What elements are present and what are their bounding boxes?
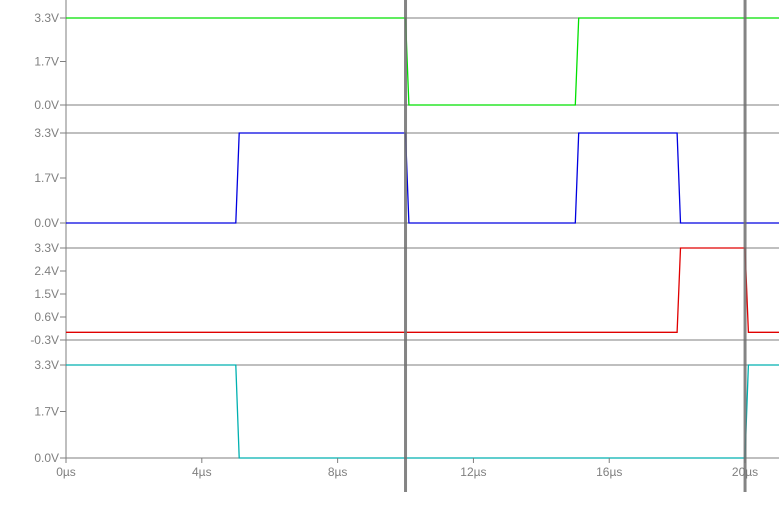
- y-tick-label: 1.7V: [34, 55, 59, 69]
- x-tick-label: 16µs: [596, 465, 622, 479]
- y-tick-label: 0.0V: [34, 451, 59, 465]
- y-tick-label: 1.7V: [34, 405, 59, 419]
- y-tick-label: 3.3V: [34, 11, 59, 25]
- waveform-trace-2: [66, 132, 779, 224]
- y-tick-label: 3.3V: [34, 126, 59, 140]
- y-tick-label: 0.0V: [34, 216, 59, 230]
- waveform-trace-4: [66, 364, 779, 459]
- waveform-trace-1: [66, 17, 779, 106]
- y-tick-label: -0.3V: [30, 333, 59, 347]
- waveform-trace-3: [66, 247, 779, 333]
- x-tick-label: 12µs: [460, 465, 486, 479]
- y-tick-label: 3.3V: [34, 241, 59, 255]
- x-tick-label: 0µs: [56, 465, 76, 479]
- y-tick-label: 0.6V: [34, 310, 59, 324]
- y-tick-label: 0.0V: [34, 98, 59, 112]
- x-tick-label: 4µs: [192, 465, 212, 479]
- y-tick-label: 1.5V: [34, 287, 59, 301]
- y-tick-label: 1.7V: [34, 171, 59, 185]
- x-tick-label: 8µs: [328, 465, 348, 479]
- y-tick-label: 3.3V: [34, 358, 59, 372]
- y-tick-label: 2.4V: [34, 264, 59, 278]
